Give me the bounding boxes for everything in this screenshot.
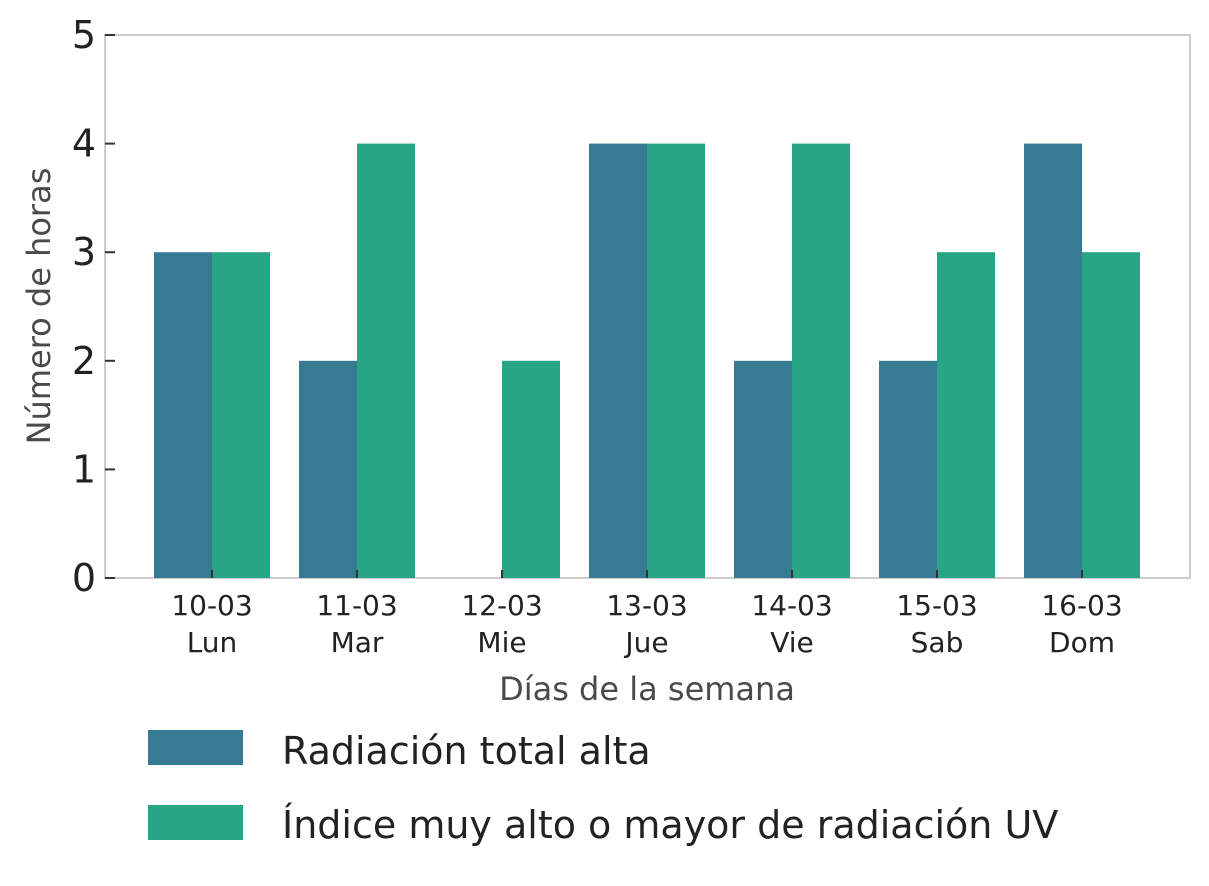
x-tick-day: Mie: [477, 626, 526, 659]
x-tick-date: 14-03: [751, 589, 832, 622]
bars-group: [154, 143, 1140, 578]
bar-s0-vie: [734, 360, 792, 578]
legend-swatch-radiacion: [148, 730, 243, 765]
y-tick-label: 0: [72, 556, 96, 600]
x-tick-date: 11-03: [316, 589, 397, 622]
y-axis-label: Número de horas: [20, 168, 58, 445]
bar-s1-jue: [647, 143, 705, 578]
bar-s0-sab: [879, 360, 937, 578]
y-tick-label: 3: [72, 230, 96, 274]
legend: Radiación total alta Índice muy alto o m…: [148, 729, 1058, 847]
x-tick-day: Dom: [1049, 626, 1115, 659]
legend-label-uv: Índice muy alto o mayor de radiación UV: [282, 803, 1058, 847]
y-tick-label: 1: [72, 447, 96, 491]
x-axis: 10-03 Lun 11-03 Mar 12-03 Mie 13-03 Jue 14-03 Vie…: [171, 570, 1123, 659]
bar-s1-lun: [212, 252, 270, 578]
x-tick-date: 13-03: [606, 589, 687, 622]
bar-s1-vie: [792, 143, 850, 578]
x-tick-date: 10-03: [171, 589, 252, 622]
legend-swatch-uv: [148, 805, 243, 840]
x-tick-day: Jue: [623, 626, 668, 659]
bar-s1-mar: [357, 143, 415, 578]
x-tick-day: Mar: [331, 626, 384, 659]
bar-s0-lun: [154, 252, 212, 578]
y-tick-label: 5: [72, 13, 96, 57]
bar-s0-dom: [1024, 143, 1082, 578]
x-tick-day: Sab: [911, 626, 964, 659]
x-tick-date: 12-03: [461, 589, 542, 622]
bar-s0-jue: [589, 143, 647, 578]
y-tick-label: 2: [72, 339, 96, 383]
bar-s1-mie: [502, 360, 560, 578]
x-tick-day: Lun: [187, 626, 238, 659]
legend-label-radiacion: Radiación total alta: [282, 729, 651, 773]
x-tick-date: 15-03: [896, 589, 977, 622]
bar-s0-mar: [299, 360, 357, 578]
x-axis-label: Días de la semana: [499, 670, 795, 708]
y-axis: 0 1 2 3 4 5: [72, 13, 115, 600]
bar-s1-sab: [937, 252, 995, 578]
y-tick-label: 4: [72, 122, 96, 166]
x-tick-date: 16-03: [1041, 589, 1122, 622]
bar-s1-dom: [1082, 252, 1140, 578]
x-tick-day: Vie: [770, 626, 814, 659]
